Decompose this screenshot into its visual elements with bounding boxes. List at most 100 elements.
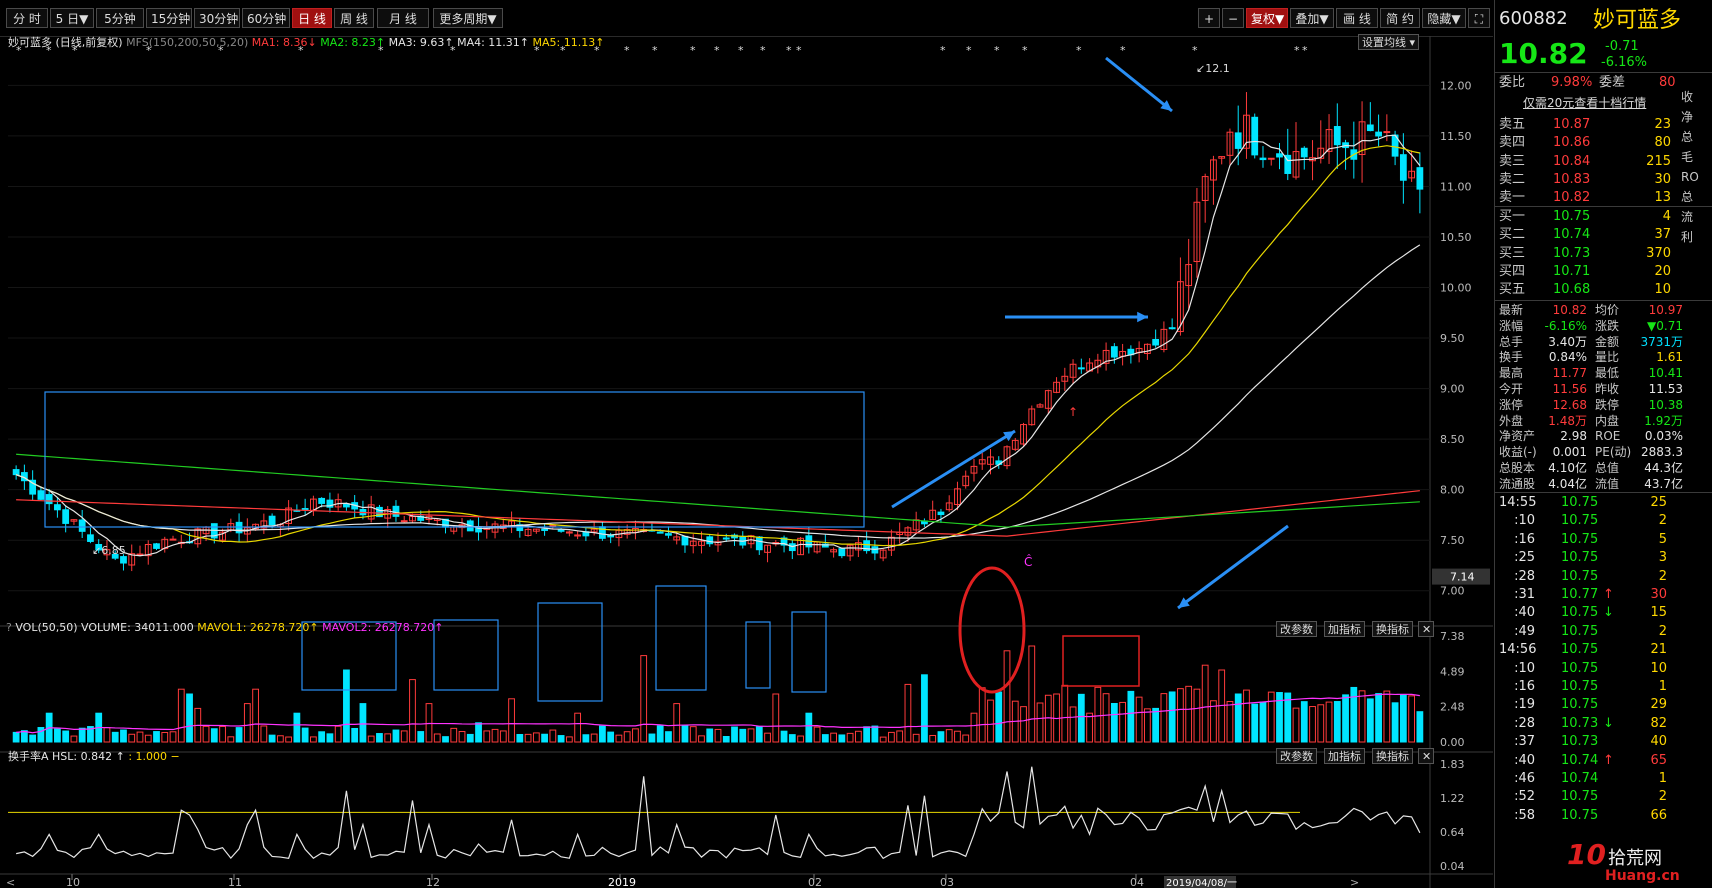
fullscreen-icon[interactable]: ⛶	[1468, 8, 1490, 28]
period-button-8[interactable]: 月 线	[377, 8, 429, 28]
candle-body	[1292, 151, 1300, 178]
period-button-2[interactable]: 5分钟	[96, 8, 144, 28]
tick-time: 14:55	[1499, 495, 1537, 510]
volume-highlight-box	[301, 621, 397, 691]
upgrade-link[interactable]: 仅需20元查看十档行情	[1523, 96, 1647, 110]
side-panel-label: 总	[1681, 190, 1694, 204]
candle	[615, 525, 623, 547]
period-button-1[interactable]: 5 日▼	[50, 8, 94, 28]
legend-stock-name: 妙可蓝多	[8, 36, 52, 49]
price-tick-label: 9.50	[1440, 332, 1465, 345]
tick-time: :28	[1514, 568, 1535, 584]
chart-tool-button-5[interactable]: 简 约	[1380, 8, 1420, 28]
vol-tick-label: 7.38	[1440, 630, 1465, 643]
volume-bar	[1300, 701, 1308, 743]
pane-button-0[interactable]: 改参数	[1276, 621, 1317, 637]
volume-bar	[508, 698, 515, 743]
ask-label: 卖四	[1499, 135, 1526, 151]
signal-star: *	[940, 44, 946, 57]
candle	[532, 528, 540, 534]
tick-arrow-icon: ↓	[1603, 715, 1614, 731]
volume-bar	[524, 733, 532, 743]
price-tick-label: 8.00	[1440, 484, 1465, 497]
volume-bar	[343, 669, 350, 743]
stat-label: 流通股	[1499, 476, 1536, 491]
volume-bar	[483, 730, 491, 743]
candle-body	[970, 465, 978, 474]
candle	[888, 529, 895, 556]
candle-body	[879, 549, 887, 559]
wb-value: 9.98%	[1551, 75, 1593, 90]
volume-highlight-box	[537, 602, 603, 702]
stat-value: 0.001	[1552, 445, 1587, 460]
stock-name: 妙可蓝多	[1593, 8, 1682, 33]
volume-bar	[351, 727, 359, 743]
pane-button-1[interactable]: 加指标	[1324, 748, 1365, 764]
signal-star: *	[218, 44, 224, 57]
ma-settings-arrow-icon: ▾	[1409, 36, 1416, 49]
wc-label: 委差	[1599, 75, 1626, 90]
stat-value: 10.82	[1552, 303, 1587, 317]
signal-star: *	[1022, 44, 1028, 57]
divider	[1495, 492, 1712, 493]
stock-chart[interactable]: 12.00 11.50 11.00 10.50 10.00 9.50 9.00 8.50 8.0…	[0, 36, 1493, 888]
period-button-9[interactable]: 更多周期▼	[433, 8, 503, 28]
tick-price: 10.75	[1561, 679, 1599, 694]
period-button-4[interactable]: 30分钟	[194, 8, 240, 28]
candle	[921, 518, 928, 527]
legend-ma2: MA2: 8.23	[320, 36, 376, 49]
divider	[1495, 72, 1712, 73]
period-button-0[interactable]: 分 时	[6, 8, 48, 28]
chart-tool-button-6[interactable]: 隐藏▼	[1422, 8, 1466, 28]
volume-bar	[813, 726, 821, 743]
signal-star: *	[534, 44, 540, 57]
candle-body	[128, 553, 136, 566]
close-pane-icon[interactable]: ✕	[1418, 748, 1434, 764]
volume-bar	[722, 736, 730, 743]
pane-button-2[interactable]: 换指标	[1372, 748, 1413, 764]
pane-button-2[interactable]: 换指标	[1372, 621, 1413, 637]
chart-tool-button-2[interactable]: 复权▼	[1246, 8, 1288, 28]
period-button-7[interactable]: 周 线	[334, 8, 374, 28]
candle-body	[854, 542, 862, 551]
volume-bar	[136, 731, 144, 743]
period-button-5[interactable]: 60分钟	[242, 8, 290, 28]
vol-help-icon[interactable]: ?	[6, 621, 12, 634]
period-button-6[interactable]: 日 线	[292, 8, 332, 28]
stat-label: 内盘	[1595, 413, 1620, 428]
candle	[1375, 114, 1382, 147]
candle-body	[1143, 343, 1151, 354]
volume-bar	[532, 732, 540, 743]
stat-label: 最低	[1595, 366, 1620, 381]
candle-body	[1020, 424, 1027, 445]
signal-star: *	[786, 44, 792, 57]
stat-label: 总值	[1595, 461, 1620, 475]
chart-tool-button-0[interactable]: +	[1198, 8, 1220, 28]
stat-label: 今开	[1499, 382, 1524, 396]
ma-settings-button[interactable]: 设置均线 ▾	[1358, 34, 1420, 50]
volume-bar	[582, 734, 590, 743]
volume-bar	[70, 735, 78, 743]
volume-bar	[879, 736, 887, 743]
tick-volume: 2	[1658, 568, 1667, 584]
period-button-3[interactable]: 15分钟	[146, 8, 192, 28]
tick-time: :10	[1514, 660, 1535, 676]
candle-body	[62, 509, 70, 524]
pane-button-1[interactable]: 加指标	[1324, 621, 1365, 637]
pane-button-label: 改参数	[1280, 750, 1313, 763]
chart-tool-button-4[interactable]: 画 线	[1336, 8, 1378, 28]
chart-tool-button-3[interactable]: 叠加▼	[1290, 8, 1334, 28]
close-pane-icon[interactable]: ✕	[1418, 621, 1434, 637]
last-price-tag-label: 7.14	[1450, 571, 1475, 584]
stat-label: ROE	[1595, 429, 1621, 444]
chart-tool-button-1[interactable]: −	[1222, 8, 1244, 28]
volume-bar	[260, 725, 268, 743]
candle-body	[846, 544, 854, 557]
signal-star: *	[760, 44, 766, 57]
volume-bar	[590, 733, 598, 743]
pane-button-0[interactable]: 改参数	[1276, 748, 1317, 764]
ask-price: 10.84	[1553, 153, 1591, 169]
tick-volume: 10	[1650, 660, 1667, 676]
volume-bar	[202, 725, 210, 743]
vol-tick-label: 0.00	[1440, 736, 1465, 749]
